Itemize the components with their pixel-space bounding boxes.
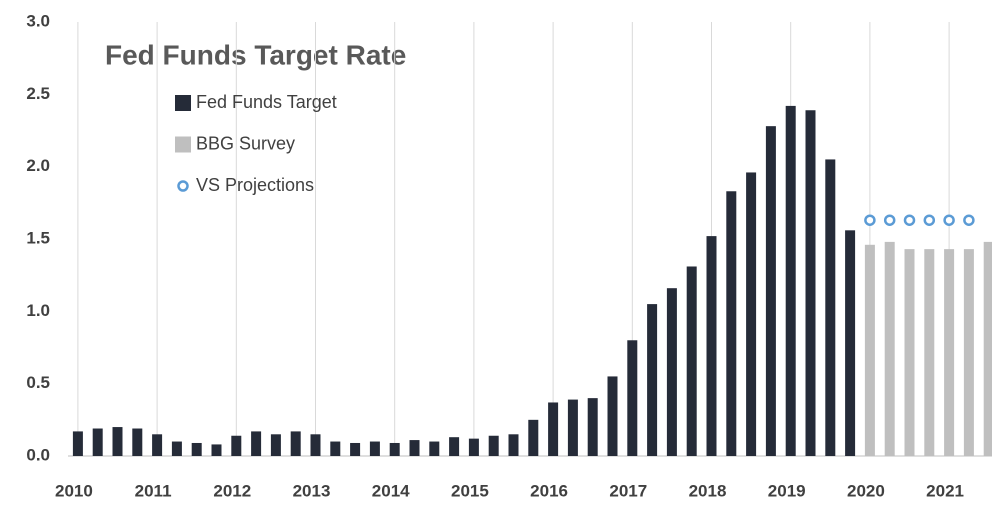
x-tick-label: 2015 [451,481,489,500]
bar [924,249,935,456]
bar [548,402,559,456]
y-tick-label: 1.5 [26,228,50,247]
bar [330,441,341,456]
x-tick-label: 2019 [768,481,806,500]
bar [963,249,974,456]
bar [231,435,242,456]
bar [726,191,737,456]
bar [805,110,816,456]
bar [389,442,400,456]
bar [369,441,380,456]
bar [132,428,143,456]
x-tick-label: 2012 [213,481,251,500]
y-tick-label: 2.0 [26,156,50,175]
bar [112,427,123,456]
bar [666,288,677,456]
y-tick-label: 1.0 [26,301,50,320]
projection-marker [943,214,955,226]
legend-marker [175,95,191,111]
y-tick-label: 0.5 [26,373,50,392]
bar [884,241,895,456]
bar [251,431,262,456]
bar [508,434,519,456]
projection-marker [963,214,975,226]
bar [587,398,598,456]
bar [706,236,717,456]
bar [270,434,281,456]
bar [449,437,460,456]
x-tick-label: 2014 [372,481,410,500]
bar [429,441,440,456]
bar [647,304,658,456]
projection-marker [903,214,916,226]
x-tick-label: 2013 [293,481,331,500]
bar [310,434,321,456]
chart-title: Fed Funds Target Rate [105,39,406,70]
projection-marker [864,214,876,226]
legend-marker [177,180,189,192]
y-tick-label: 3.0 [26,11,50,30]
legend-label: VS Projections [196,175,314,195]
x-tick-label: 2018 [689,481,727,500]
bar [627,340,638,456]
bar [191,442,202,456]
projection-marker [883,214,896,226]
projection-marker [923,214,936,226]
bar [607,376,618,456]
bar [785,105,796,456]
bar [567,399,578,456]
x-tick-label: 2016 [530,481,568,500]
bar [72,431,83,456]
x-tick-label: 2010 [55,481,93,500]
bar [746,172,757,456]
x-tick-label: 2021 [926,481,964,500]
y-tick-label: 2.5 [26,84,50,103]
bar [290,431,301,456]
legend-marker [175,136,191,153]
bar [825,159,836,456]
bar [686,266,697,456]
bar [904,249,915,456]
x-tick-label: 2020 [847,481,885,500]
bar [92,428,103,456]
legend-label: BBG Survey [196,133,295,153]
bar [211,444,222,456]
bar [468,438,479,456]
x-tick-label: 2017 [609,481,647,500]
bar [944,249,955,456]
bar [983,241,992,456]
x-tick-label: 2011 [135,481,172,500]
bar [488,435,499,456]
y-tick-label: 0.0 [26,445,50,464]
plot-area [68,22,992,457]
bar [528,419,539,456]
bar [409,440,420,456]
bar [765,126,776,456]
legend-label: Fed Funds Target [196,92,337,112]
bar [152,434,163,456]
bar [350,442,361,456]
bar [171,441,182,456]
bar [845,230,856,456]
bar [864,244,875,456]
